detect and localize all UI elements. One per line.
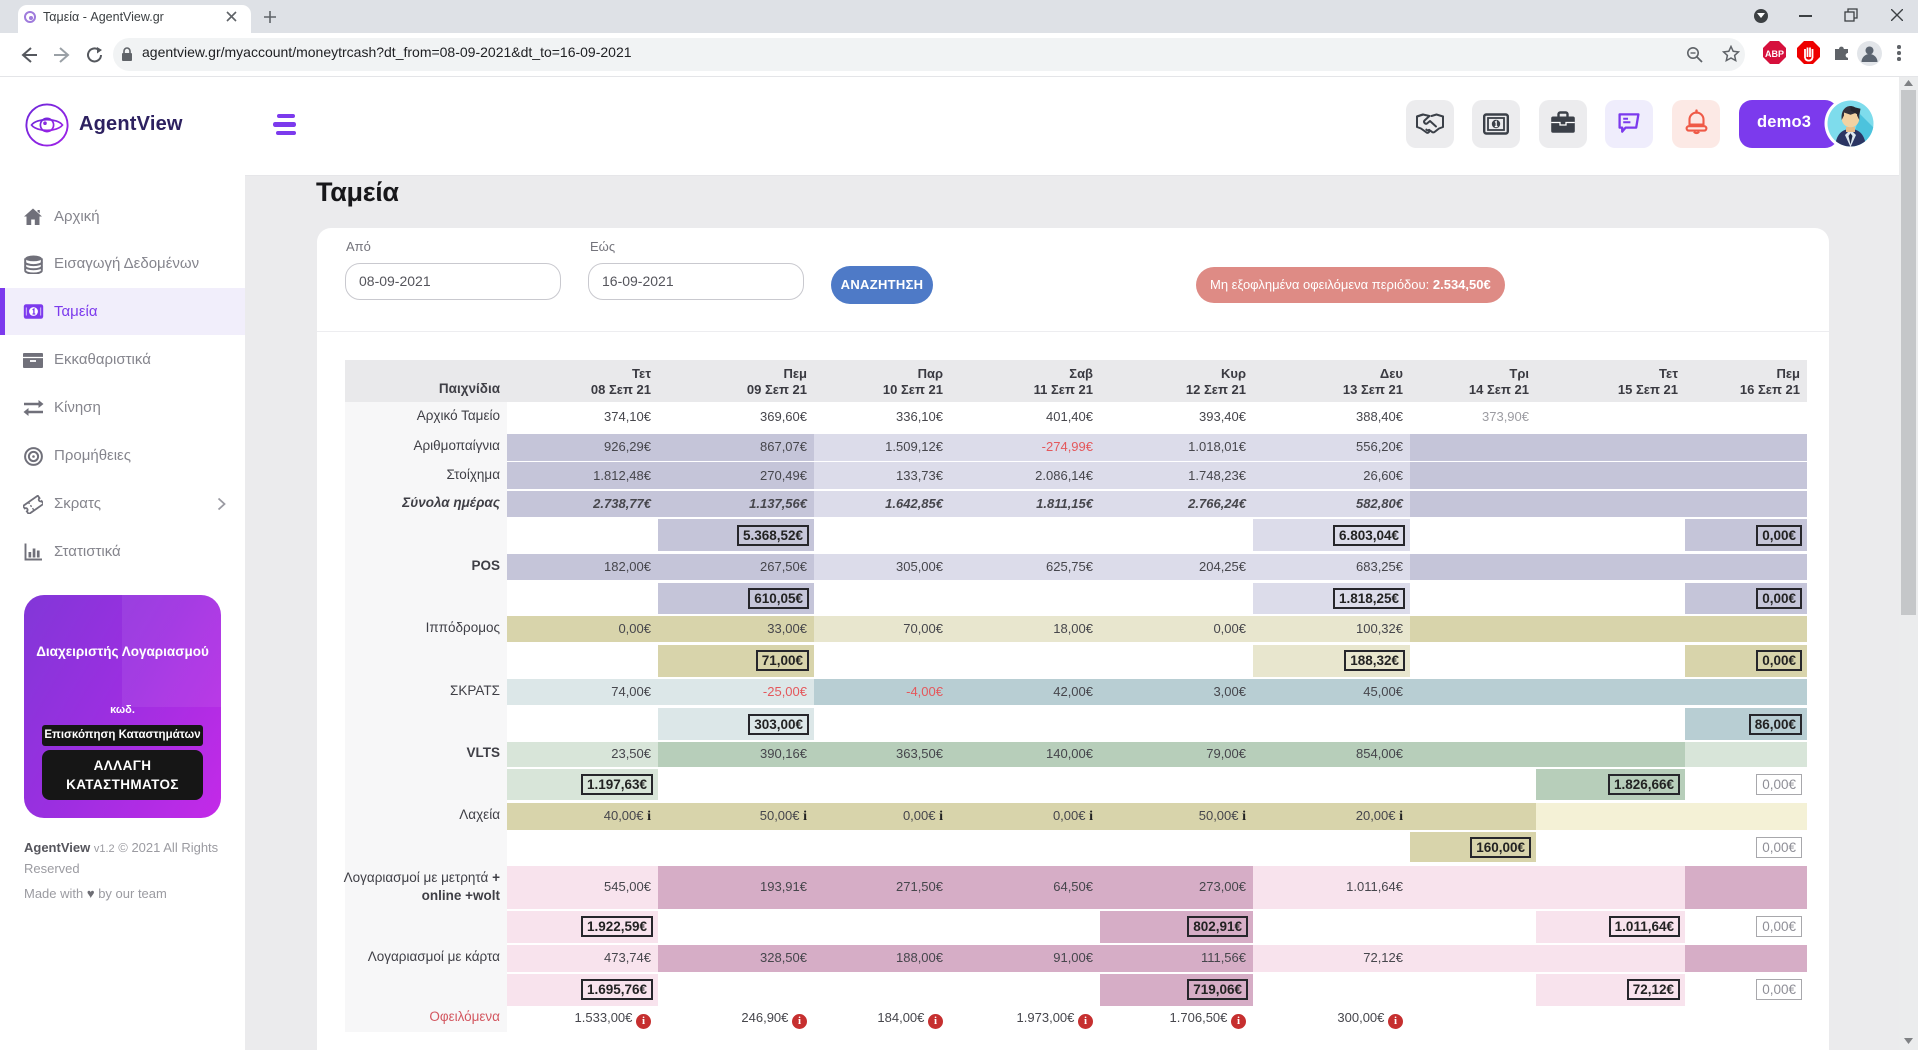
- svg-text:ABP: ABP: [1765, 49, 1784, 59]
